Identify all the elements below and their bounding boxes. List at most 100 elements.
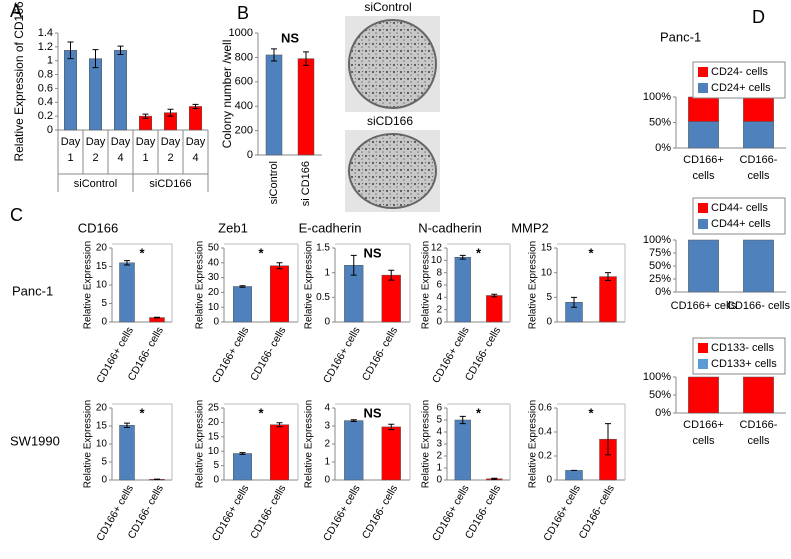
- error-bar: [142, 113, 149, 119]
- y-tick-label: 30: [208, 272, 220, 283]
- y-tick-label: 12: [431, 243, 443, 254]
- y-tick-label: 20: [208, 287, 220, 298]
- y-tick-label: 1: [324, 457, 330, 468]
- y-tick-label: 20: [208, 417, 220, 428]
- y-tick-label: 15: [208, 431, 220, 442]
- error-bar: [350, 254, 357, 276]
- y-tick-label: 40: [208, 257, 220, 268]
- y-tick-label: 0: [213, 475, 219, 486]
- y-tick-label: 25: [208, 403, 220, 414]
- x-tick-label: Day: [111, 136, 131, 148]
- significance-label: *: [139, 245, 145, 260]
- x-tick-label: CD166-: [740, 154, 778, 166]
- y-axis-label: Relative Expression: [83, 400, 94, 488]
- y-tick-label: 6: [436, 280, 442, 291]
- error-bar: [92, 49, 99, 69]
- y-tick-label: 3: [436, 439, 442, 450]
- bar-segment: [743, 96, 774, 122]
- y-tick-label: 20: [96, 243, 108, 254]
- legend-swatch: [698, 343, 708, 353]
- error-bar: [459, 415, 466, 425]
- bar: [454, 419, 471, 481]
- photo-label: siCD166: [367, 114, 413, 128]
- x-tick-label: cells: [747, 170, 770, 182]
- bar: [233, 453, 252, 481]
- x-tick-label: CD166+ cells: [210, 483, 252, 543]
- y-tick-label: 0.6: [38, 82, 53, 94]
- y-tick-label: 0: [436, 475, 442, 486]
- chart-title: Zeb1: [218, 220, 248, 235]
- y-tick-label: 3: [324, 421, 330, 432]
- panel-letter: D: [752, 7, 765, 27]
- y-tick-label: 8: [436, 267, 442, 278]
- y-tick-label: 0: [436, 317, 442, 328]
- bar-segment: [688, 121, 719, 149]
- significance-label: NS: [363, 245, 381, 260]
- error-bar: [459, 254, 466, 260]
- y-tick-label: 50%: [649, 260, 671, 272]
- chart-title: CD166: [78, 220, 118, 235]
- bar: [114, 50, 127, 131]
- y-tick-label: 1: [47, 55, 53, 67]
- bar: [270, 265, 289, 323]
- y-tick-label: 0: [546, 475, 552, 486]
- row-label: SW1990: [10, 433, 60, 448]
- bar: [297, 58, 315, 156]
- y-tick-label: 25%: [649, 273, 671, 285]
- x-tick-label: CD166- cells: [727, 300, 790, 312]
- y-tick-label: 5: [101, 298, 107, 309]
- legend-box: [692, 197, 786, 235]
- y-axis-label: Relative Expression of CD166: [12, 1, 26, 161]
- y-tick-label: 0: [101, 317, 107, 328]
- y-tick-label: 4: [436, 427, 442, 438]
- legend-swatch: [698, 67, 708, 77]
- x-tick-label: CD166+ cells: [210, 325, 252, 385]
- significance-label: *: [588, 405, 594, 420]
- y-tick-label: 0: [213, 317, 219, 328]
- y-tick-label: 100%: [643, 91, 671, 103]
- x-tick-label: Day: [161, 136, 181, 148]
- y-tick-label: 0: [101, 475, 107, 486]
- significance-label: *: [258, 405, 264, 420]
- x-tick-label: CD166- cells: [577, 483, 617, 541]
- x-tick-label: siControl: [268, 161, 280, 204]
- x-tick-label: 2: [167, 152, 173, 164]
- y-axis-label: Relative Expression: [304, 241, 315, 329]
- y-tick-label: 0: [324, 317, 330, 328]
- x-tick-label: Day: [186, 136, 206, 148]
- y-tick-label: 5: [546, 292, 552, 303]
- y-axis-label: Relative Expression: [528, 241, 539, 329]
- error-bar: [303, 51, 309, 66]
- y-tick-label: 50%: [649, 389, 671, 401]
- bar: [381, 426, 401, 481]
- y-tick-label: 6: [436, 403, 442, 414]
- y-tick-label: 1.5: [316, 243, 330, 254]
- bar: [189, 106, 202, 131]
- y-tick-label: 75%: [649, 247, 671, 259]
- error-bar: [239, 285, 246, 288]
- legend-label: CD44- cells: [711, 202, 768, 214]
- y-axis-label: Relative Expression: [195, 400, 206, 488]
- y-tick-label: 0.4: [38, 96, 53, 108]
- y-tick-label: 1000: [229, 27, 253, 39]
- error-bar: [124, 260, 130, 266]
- legend-box: [692, 337, 786, 375]
- significance-label: *: [588, 245, 594, 260]
- bar-segment: [688, 239, 719, 293]
- error-bar: [154, 316, 160, 319]
- y-tick-label: 0.4: [538, 427, 552, 438]
- y-tick-label: 100%: [643, 371, 671, 383]
- x-tick-label: 1: [142, 152, 148, 164]
- significance-label: NS: [281, 30, 299, 45]
- y-tick-label: 0.6: [538, 403, 552, 414]
- chart-title: E-cadherin: [299, 220, 362, 235]
- y-tick-label: 0.5: [316, 292, 330, 303]
- bar: [599, 276, 617, 323]
- y-tick-label: 1: [324, 267, 330, 278]
- bar: [565, 470, 583, 481]
- error-bar: [276, 262, 283, 270]
- photo-label: siControl: [364, 0, 411, 14]
- y-axis-label: Relative Expression: [304, 400, 315, 488]
- bar: [454, 257, 471, 323]
